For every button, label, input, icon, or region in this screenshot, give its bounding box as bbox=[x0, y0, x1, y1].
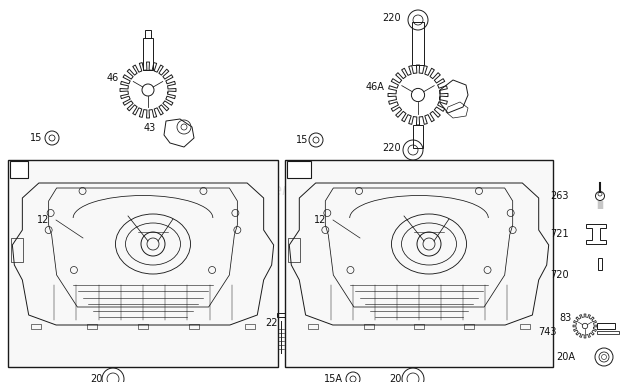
Bar bbox=[412, 22, 424, 65]
Bar bbox=[598, 258, 602, 270]
Bar bbox=[189, 324, 199, 329]
Bar bbox=[413, 125, 423, 148]
Bar bbox=[520, 324, 530, 329]
Text: 43: 43 bbox=[144, 123, 156, 133]
Text: 220: 220 bbox=[383, 143, 401, 153]
Bar bbox=[308, 324, 318, 329]
Text: 12: 12 bbox=[37, 215, 49, 225]
Text: 22: 22 bbox=[265, 318, 277, 328]
Bar bbox=[414, 324, 424, 329]
Text: 15A: 15A bbox=[324, 374, 342, 382]
Bar bbox=[464, 324, 474, 329]
Bar bbox=[32, 324, 42, 329]
Text: 720: 720 bbox=[551, 270, 569, 280]
Bar bbox=[8, 160, 278, 367]
Bar bbox=[597, 323, 615, 329]
Bar bbox=[285, 160, 553, 367]
Bar bbox=[288, 238, 300, 262]
Bar bbox=[145, 30, 151, 38]
Text: 263: 263 bbox=[551, 191, 569, 201]
Text: 743: 743 bbox=[539, 327, 557, 337]
Bar bbox=[287, 161, 311, 178]
Text: 46A: 46A bbox=[366, 82, 384, 92]
Text: 220: 220 bbox=[383, 13, 401, 23]
Text: ReplacementParts.com: ReplacementParts.com bbox=[221, 183, 399, 197]
Bar bbox=[363, 324, 374, 329]
Text: 15: 15 bbox=[30, 133, 42, 143]
Text: 4A: 4A bbox=[291, 164, 308, 174]
Bar bbox=[87, 324, 97, 329]
Text: 20: 20 bbox=[90, 374, 102, 382]
Bar bbox=[277, 313, 285, 317]
Bar bbox=[138, 324, 148, 329]
Bar bbox=[245, 324, 255, 329]
Text: 83: 83 bbox=[560, 313, 572, 323]
Text: 46: 46 bbox=[107, 73, 119, 83]
Text: 4: 4 bbox=[15, 164, 23, 174]
Bar bbox=[10, 161, 28, 178]
Text: 20: 20 bbox=[389, 374, 401, 382]
Bar bbox=[597, 331, 619, 334]
Bar bbox=[11, 238, 23, 262]
Text: 721: 721 bbox=[551, 229, 569, 239]
Bar bbox=[143, 38, 153, 70]
Text: 20A: 20A bbox=[556, 352, 575, 362]
Text: 12: 12 bbox=[314, 215, 326, 225]
Text: 15: 15 bbox=[296, 135, 308, 145]
